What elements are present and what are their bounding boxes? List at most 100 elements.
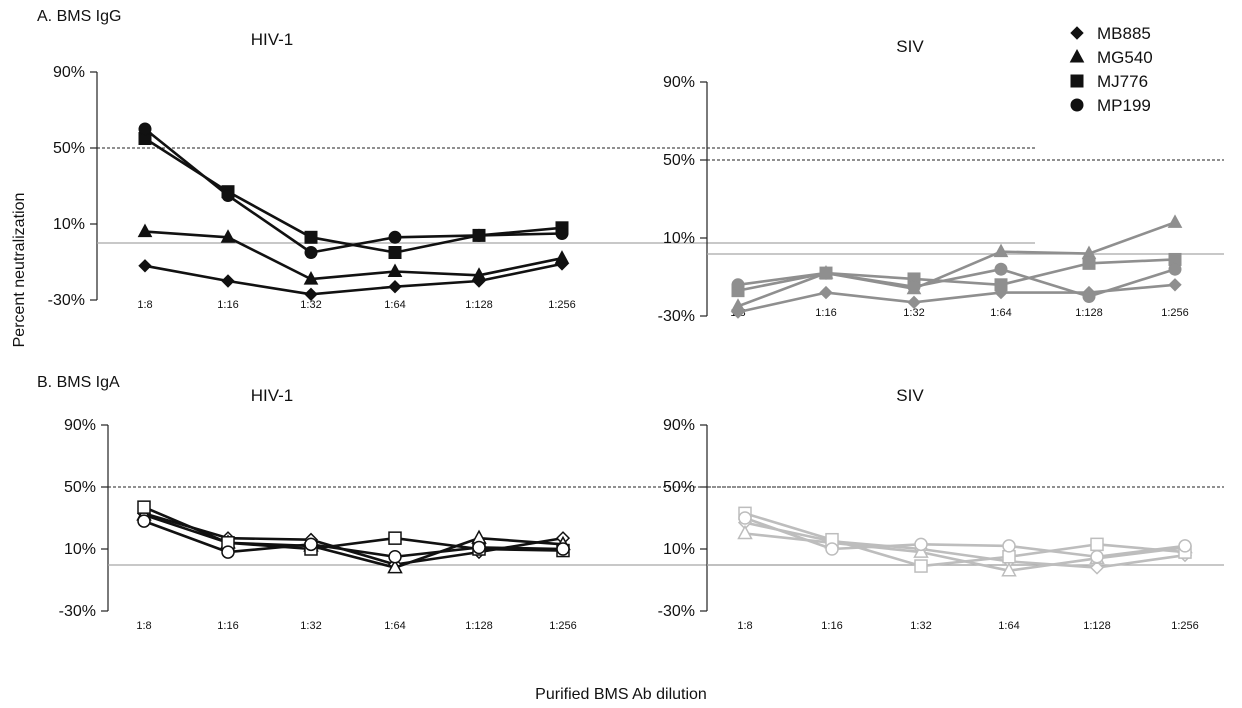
data-point-circle bbox=[221, 189, 235, 202]
data-point-diamond bbox=[907, 295, 921, 310]
section-title-igg: A. BMS IgG bbox=[37, 8, 121, 25]
legend-label: MB885 bbox=[1097, 24, 1151, 43]
series-line bbox=[144, 230, 563, 281]
x-tick-label: 1:256 bbox=[1171, 620, 1199, 632]
y-tick-label: 10% bbox=[53, 216, 85, 233]
data-point-triangle bbox=[220, 229, 236, 243]
data-point-square bbox=[1082, 256, 1096, 270]
chart-panels: HIV-1 90% 50% 10% -30% 1:8 1:16 1:32 1:64 1:128 1:… bbox=[48, 30, 1224, 632]
legend-diamond-icon bbox=[1070, 26, 1084, 40]
x-tick-label: 1:16 bbox=[217, 299, 238, 311]
x-tick-label: 1:32 bbox=[300, 299, 321, 311]
series-line bbox=[143, 505, 564, 552]
panel-title: SIV bbox=[896, 386, 924, 405]
series-line bbox=[143, 519, 564, 559]
data-point-triangle bbox=[471, 267, 487, 281]
data-point-diamond bbox=[819, 285, 833, 300]
y-tick-label: 50% bbox=[663, 152, 695, 169]
x-tick-label: 1:128 bbox=[465, 620, 493, 632]
legend-label: MJ776 bbox=[1097, 72, 1148, 91]
data-point-circle bbox=[1178, 539, 1192, 553]
data-point-circle bbox=[1002, 539, 1016, 553]
series-line bbox=[737, 221, 1176, 308]
chart-panel-4: SIV 90% 50% 10% -30% 1:8 1:16 1:32 1:64 1:128 1:25… bbox=[658, 386, 1224, 632]
x-tick-label: 1:64 bbox=[990, 307, 1011, 319]
panel-title: HIV-1 bbox=[251, 30, 294, 49]
data-point-circle bbox=[731, 278, 745, 292]
data-point-triangle bbox=[387, 559, 403, 574]
y-tick-label: 50% bbox=[663, 479, 695, 496]
y-tick-label: 10% bbox=[663, 230, 695, 247]
data-point-triangle bbox=[554, 250, 570, 264]
y-tick-label: 90% bbox=[663, 74, 695, 91]
series-mp199 bbox=[731, 262, 1182, 303]
x-axis-label: Purified BMS Ab dilution bbox=[535, 686, 707, 703]
y-axis-label: Percent neutralization bbox=[11, 193, 28, 348]
series-mp199 bbox=[137, 514, 570, 564]
y-tick-label: 50% bbox=[64, 479, 96, 496]
legend-item-mg540: MG540 bbox=[1069, 48, 1153, 67]
legend-square-icon bbox=[1070, 74, 1084, 88]
data-point-circle bbox=[555, 227, 569, 240]
data-point-circle bbox=[221, 545, 235, 559]
data-point-circle bbox=[138, 122, 152, 136]
data-point-circle bbox=[556, 542, 570, 556]
series-mg540 bbox=[737, 524, 1193, 577]
legend-item-mp199: MP199 bbox=[1070, 96, 1151, 115]
legend-circle-icon bbox=[1070, 98, 1084, 112]
data-point-circle bbox=[914, 537, 928, 552]
y-tick-label: 90% bbox=[53, 64, 85, 81]
series-line bbox=[737, 267, 1176, 298]
x-tick-label: 1:8 bbox=[737, 620, 752, 632]
series-mp199 bbox=[138, 122, 569, 259]
data-point-diamond bbox=[138, 259, 152, 273]
data-point-triangle bbox=[1001, 562, 1017, 577]
chart-panel-1: HIV-1 90% 50% 10% -30% 1:8 1:16 1:32 1:64 1:128 1:… bbox=[48, 30, 1035, 311]
y-tick-label: -30% bbox=[658, 603, 695, 620]
data-point-circle bbox=[304, 537, 318, 552]
y-tick-label: 90% bbox=[663, 417, 695, 434]
x-tick-label: 1:64 bbox=[384, 299, 405, 311]
series-mp199 bbox=[738, 511, 1192, 564]
data-point-circle bbox=[304, 246, 318, 259]
series-line bbox=[144, 262, 563, 296]
y-tick-label: 10% bbox=[64, 541, 96, 558]
data-point-diamond bbox=[1089, 560, 1105, 575]
data-point-diamond bbox=[1168, 278, 1182, 292]
legend-item-mj776: MJ776 bbox=[1070, 72, 1148, 91]
data-point-circle bbox=[137, 514, 151, 528]
data-point-triangle bbox=[303, 271, 319, 285]
data-point-diamond bbox=[221, 274, 235, 288]
x-tick-label: 1:16 bbox=[815, 307, 836, 319]
y-tick-label: -30% bbox=[59, 603, 96, 620]
data-point-circle bbox=[388, 550, 402, 564]
data-point-circle bbox=[738, 511, 752, 525]
data-point-circle bbox=[825, 542, 839, 556]
panel-title: HIV-1 bbox=[251, 386, 294, 405]
section-title-iga: B. BMS IgA bbox=[37, 374, 120, 391]
data-point-triangle bbox=[387, 263, 403, 277]
data-point-circle bbox=[388, 230, 402, 244]
y-tick-label: 50% bbox=[53, 140, 85, 157]
y-tick-label: 10% bbox=[663, 541, 695, 558]
y-tick-label: -30% bbox=[48, 292, 85, 309]
data-point-triangle bbox=[993, 243, 1009, 258]
data-point-diamond bbox=[304, 287, 318, 302]
legend-item-mb885: MB885 bbox=[1070, 24, 1151, 43]
x-tick-label: 1:32 bbox=[300, 620, 321, 632]
data-point-circle bbox=[1168, 262, 1182, 276]
series-line bbox=[144, 127, 563, 254]
data-point-square bbox=[388, 246, 402, 259]
series-line bbox=[744, 521, 1186, 569]
legend: MB885 MG540 MJ776 MP199 bbox=[1069, 24, 1153, 115]
x-tick-label: 1:128 bbox=[1075, 307, 1103, 319]
data-point-square bbox=[1090, 537, 1104, 552]
x-tick-label: 1:16 bbox=[217, 620, 238, 632]
y-tick-label: -30% bbox=[658, 308, 695, 325]
data-point-square bbox=[388, 531, 402, 545]
legend-label: MP199 bbox=[1097, 96, 1151, 115]
series-mj776 bbox=[138, 132, 569, 259]
legend-label: MG540 bbox=[1097, 48, 1153, 67]
data-point-circle bbox=[819, 266, 833, 280]
series-line bbox=[744, 512, 1186, 568]
